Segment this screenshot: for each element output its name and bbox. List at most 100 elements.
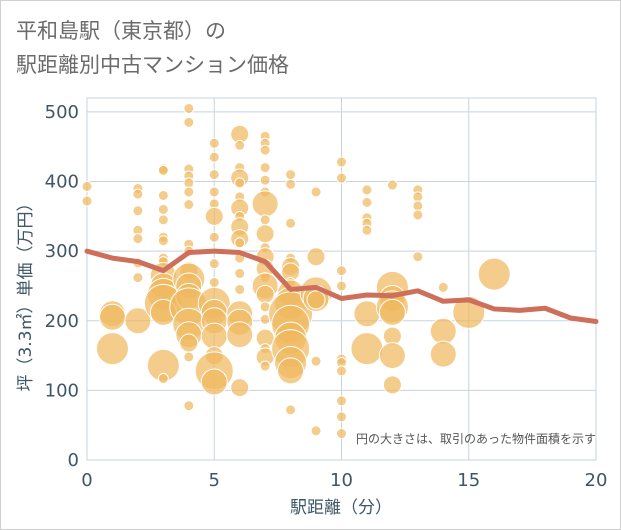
data-bubble: [382, 375, 402, 395]
x-tick-label: 0: [81, 470, 92, 491]
average-price-line: [84, 248, 599, 324]
data-bubble: [208, 231, 220, 243]
data-bubble: [234, 237, 246, 249]
data-bubble: [157, 214, 169, 226]
data-bubble: [132, 188, 144, 200]
data-bubble: [477, 257, 511, 291]
data-bubble: [378, 342, 406, 370]
data-bubble: [208, 151, 220, 163]
data-bubble: [179, 333, 199, 353]
data-bubble: [124, 307, 152, 335]
trend-line-layer: [84, 248, 599, 324]
y-tick-label: 500: [45, 102, 79, 123]
data-bubble: [183, 116, 195, 128]
y-tick-label: 400: [45, 172, 79, 193]
data-bubble: [350, 332, 384, 366]
data-bubble: [200, 322, 228, 350]
data-bubble: [183, 177, 195, 189]
x-tick-label: 5: [209, 470, 220, 491]
data-bubble: [183, 400, 195, 412]
data-bubble: [336, 172, 347, 184]
data-bubble: [336, 280, 347, 292]
data-bubble: [81, 180, 93, 192]
data-bubble: [386, 179, 398, 191]
data-bubble: [157, 235, 169, 247]
data-bubble: [234, 267, 246, 279]
chart-title-line-1: 平和島駅（東京都）の: [16, 19, 226, 43]
data-bubble: [183, 186, 195, 198]
y-axis-label: 坪（3.3㎡）単価（万円）: [16, 194, 36, 391]
x-axis-label: 駅距離（分）: [290, 498, 392, 518]
data-bubble: [259, 214, 271, 226]
data-bubble: [412, 200, 424, 212]
chart-title: 平和島駅（東京都）の 駅距離別中古マンション価格: [16, 14, 289, 82]
data-bubble: [183, 199, 195, 211]
data-bubble: [95, 332, 129, 366]
data-bubble: [208, 186, 220, 198]
data-bubble: [234, 283, 246, 295]
data-bubble: [200, 368, 228, 396]
data-bubble: [412, 251, 424, 263]
data-bubble: [98, 303, 126, 331]
data-bubble: [310, 425, 322, 437]
data-bubble: [361, 184, 373, 196]
data-bubble: [81, 195, 93, 207]
data-bubble: [361, 224, 373, 236]
data-bubble: [208, 137, 220, 149]
data-bubble: [285, 217, 297, 229]
data-bubble: [208, 169, 220, 181]
x-tick-label: 20: [585, 470, 608, 491]
x-tick-label: 15: [457, 470, 480, 491]
data-bubble: [336, 411, 347, 423]
data-bubble: [255, 224, 275, 244]
data-bubble: [132, 272, 144, 284]
data-bubble: [336, 428, 347, 440]
data-bubble: [255, 284, 275, 304]
data-bubble: [336, 395, 347, 407]
x-tick-label: 10: [330, 470, 353, 491]
data-bubble: [336, 365, 347, 377]
data-bubble: [226, 321, 254, 349]
data-bubble: [204, 206, 224, 226]
data-bubble: [259, 174, 271, 186]
data-bubble: [157, 164, 169, 176]
data-bubble: [259, 144, 271, 156]
data-bubble: [336, 265, 347, 277]
data-bubble: [157, 373, 169, 385]
y-tick-label: 0: [68, 450, 79, 471]
data-bubble: [132, 233, 144, 245]
data-bubble: [310, 355, 322, 367]
data-bubble: [285, 178, 297, 190]
data-bubble: [336, 156, 347, 168]
data-bubble: [306, 247, 326, 267]
data-bubble: [132, 205, 144, 217]
data-bubble: [157, 203, 169, 215]
bubble-size-note: 円の大きさは、取引のあった物件面積を示す: [356, 431, 596, 446]
data-bubble: [251, 190, 279, 218]
data-bubble: [378, 298, 406, 326]
data-bubble: [437, 281, 449, 293]
data-bubble: [285, 169, 297, 181]
data-bubble: [285, 404, 297, 416]
data-bubble: [234, 177, 246, 189]
data-bubble: [412, 191, 424, 203]
data-bubble: [259, 360, 271, 372]
data-bubble: [429, 317, 457, 345]
chart-title-line-2: 駅距離別中古マンション価格: [16, 53, 289, 77]
data-bubble: [157, 189, 169, 201]
bubble-layer: [81, 102, 511, 440]
data-bubble: [183, 102, 195, 114]
data-bubble: [208, 258, 220, 270]
data-bubble: [230, 378, 250, 398]
y-tick-label: 100: [45, 380, 79, 401]
data-bubble: [310, 186, 322, 198]
data-bubble: [208, 276, 220, 288]
y-tick-label: 300: [45, 241, 79, 262]
data-bubble: [361, 196, 373, 208]
data-bubble: [259, 162, 271, 174]
data-bubble: [277, 357, 305, 385]
data-bubble: [183, 351, 195, 363]
y-tick-label: 200: [45, 311, 79, 332]
